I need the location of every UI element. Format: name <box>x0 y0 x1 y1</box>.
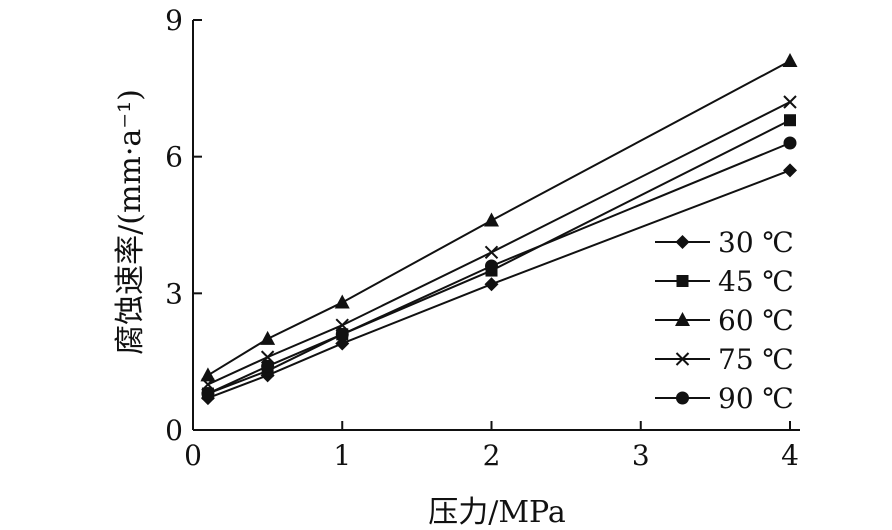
series-layer <box>200 53 798 406</box>
legend-marker <box>676 275 689 287</box>
x-tick-label: 2 <box>483 439 501 472</box>
data-point <box>260 330 276 345</box>
legend-entry: 75 ℃ <box>655 343 794 376</box>
series-3 <box>200 53 798 382</box>
data-point <box>261 359 275 373</box>
series-line <box>207 119 791 395</box>
data-point <box>335 327 349 341</box>
y-tick-label: 3 <box>165 277 183 310</box>
legend: 30 ℃ 45 ℃ 60 ℃ 75 ℃ 90 ℃ <box>655 226 794 415</box>
legend-marker <box>675 312 690 326</box>
y-tick-label: 0 <box>165 414 183 447</box>
series-4 <box>201 95 797 392</box>
legend-entry: 60 ℃ <box>655 304 794 337</box>
data-point <box>200 367 216 382</box>
series-line <box>207 101 791 386</box>
legend-label: 60 ℃ <box>718 304 794 337</box>
legend-marker <box>675 352 690 366</box>
data-point <box>783 95 797 109</box>
series-1 <box>200 163 797 406</box>
y-tick-label: 6 <box>165 141 183 174</box>
data-point <box>783 163 797 178</box>
data-point <box>485 259 498 273</box>
data-point <box>484 245 499 260</box>
ticks: 0 1 2 3 4 0 3 6 9 <box>165 4 799 472</box>
data-point <box>783 136 797 150</box>
data-point <box>784 114 796 127</box>
data-point <box>334 294 350 309</box>
x-tick-label: 4 <box>781 439 799 472</box>
y-axis-label: 腐蚀速率/(mm·a⁻¹) <box>113 89 148 355</box>
data-point <box>484 277 499 292</box>
axes <box>192 20 800 431</box>
legend-marker <box>675 235 690 249</box>
series-line <box>207 142 791 395</box>
legend-entry: 30 ℃ <box>655 226 794 259</box>
x-tick-label: 0 <box>184 439 202 472</box>
x-axis-label: 压力/MPa <box>428 495 566 530</box>
legend-label: 90 ℃ <box>718 382 794 415</box>
legend-label: 30 ℃ <box>718 226 794 259</box>
data-point <box>484 212 499 227</box>
data-point <box>782 53 798 67</box>
series-line <box>207 60 791 377</box>
y-tick-label: 9 <box>165 4 183 37</box>
series-5 <box>201 136 797 401</box>
x-tick-label: 3 <box>632 439 650 472</box>
series-line <box>207 169 791 400</box>
legend-label: 45 ℃ <box>718 265 794 298</box>
legend-entry: 45 ℃ <box>655 265 794 298</box>
legend-entry: 90 ℃ <box>655 382 794 415</box>
legend-marker <box>676 391 689 405</box>
legend-label: 75 ℃ <box>718 343 794 376</box>
x-tick-label: 1 <box>333 439 351 472</box>
data-point <box>201 387 215 401</box>
